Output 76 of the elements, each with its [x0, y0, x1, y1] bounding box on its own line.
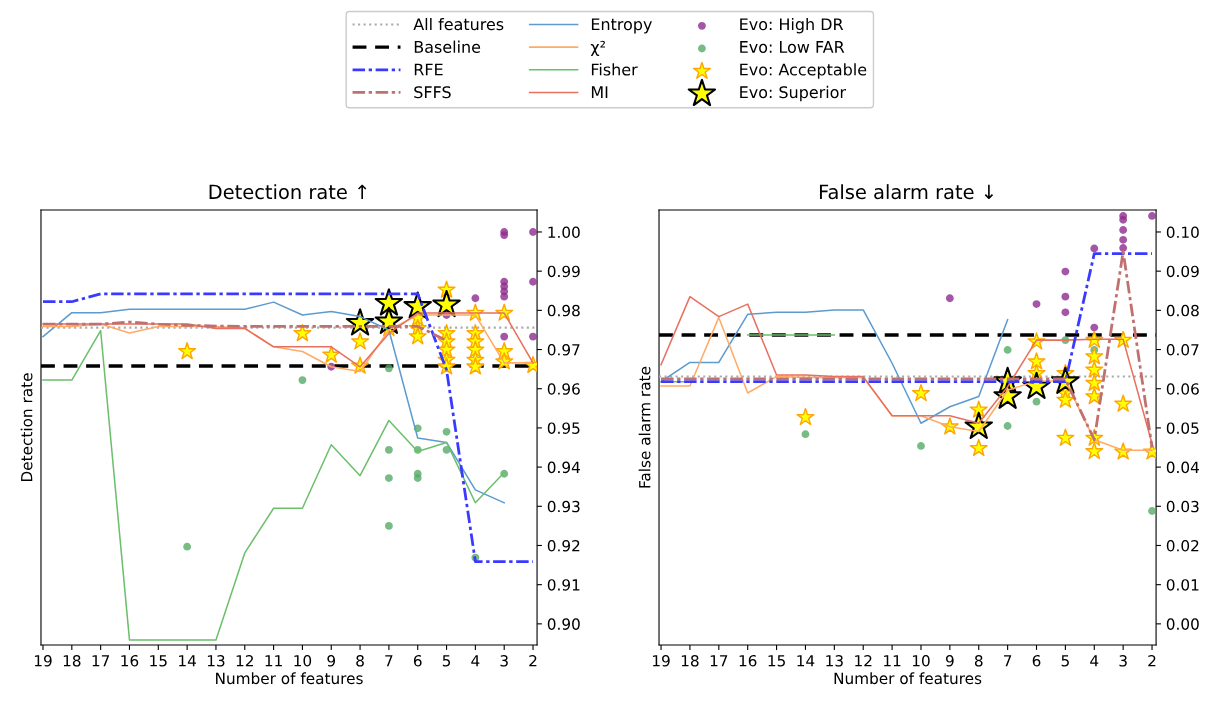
- y-tick-label: 0.00: [1166, 618, 1199, 630]
- x-tick-label: 7: [385, 655, 393, 667]
- x-tick-label: 13: [207, 655, 225, 667]
- y-tick-label: 0.99: [547, 265, 580, 278]
- x-tick-label: 5: [1061, 655, 1069, 667]
- legend-label: SFFS: [414, 86, 451, 99]
- x-tick-label: 7: [1004, 655, 1012, 667]
- legend-label: RFE: [414, 63, 443, 76]
- y-tick-label: 1.00: [548, 226, 580, 238]
- legend-label: Evo: Superior: [740, 85, 847, 102]
- x-tick-label: 4: [471, 655, 480, 667]
- x-axis-title: Number of features: [834, 672, 982, 685]
- x-tick-label: 17: [710, 655, 728, 667]
- legend-label: Fisher: [591, 63, 638, 76]
- x-tick-label: 6: [1032, 655, 1041, 667]
- x-tick-label: 17: [92, 655, 110, 667]
- legend-label: Evo: High DR: [740, 17, 844, 34]
- y-tick-label: 0.97: [547, 344, 580, 356]
- y-axis-title: Detection rate: [20, 373, 33, 482]
- x-tick-label: 8: [356, 655, 364, 667]
- x-tick-label: 9: [327, 655, 336, 667]
- legend-label: All features: [413, 17, 504, 31]
- y-tick-label: 0.01: [1166, 579, 1199, 591]
- x-tick-label: 16: [121, 655, 139, 667]
- y-axis-title: False alarm rate: [638, 366, 651, 488]
- x-tick-label: 15: [150, 655, 167, 667]
- legend-label: Entropy: [591, 18, 652, 34]
- legend-label: Evo: Acceptable: [740, 63, 867, 79]
- y-tick-label: 0.94: [547, 461, 580, 474]
- x-axis-title: Number of features: [216, 672, 363, 685]
- x-tick-label: 15: [768, 655, 785, 667]
- y-tick-label: 0.09: [1166, 265, 1199, 278]
- y-tick-label: 0.02: [1166, 539, 1199, 552]
- x-tick-label: 9: [945, 655, 954, 667]
- y-tick-label: 0.92: [547, 539, 580, 552]
- y-tick-label: 0.08: [1166, 304, 1199, 317]
- x-tick-label: 11: [884, 655, 901, 667]
- x-tick-label: 18: [681, 655, 699, 667]
- x-tick-label: 16: [739, 655, 757, 667]
- y-tick-label: 0.05: [1166, 422, 1199, 434]
- legend-label: χ²: [590, 40, 605, 57]
- y-tick-label: 0.96: [547, 383, 580, 395]
- x-tick-label: 4: [1090, 655, 1099, 667]
- y-tick-label: 0.07: [1166, 344, 1199, 356]
- legend-label: MI: [591, 86, 608, 99]
- y-tick-label: 0.98: [547, 304, 580, 317]
- x-tick-label: 11: [265, 655, 282, 667]
- chart-title: Detection rate ↑: [209, 184, 367, 200]
- x-tick-label: 19: [34, 655, 52, 667]
- x-tick-label: 2: [1148, 655, 1156, 667]
- y-tick-label: 0.93: [547, 500, 580, 513]
- x-tick-label: 14: [179, 655, 196, 667]
- y-tick-label: 0.95: [547, 422, 580, 434]
- x-tick-label: 6: [413, 655, 422, 667]
- x-tick-label: 13: [826, 655, 843, 667]
- x-tick-label: 2: [529, 655, 537, 667]
- y-tick-label: 0.03: [1166, 500, 1199, 513]
- x-tick-label: 14: [797, 655, 815, 667]
- x-tick-label: 3: [500, 655, 508, 667]
- x-tick-label: 18: [63, 655, 81, 667]
- y-tick-label: 0.04: [1166, 461, 1199, 474]
- x-tick-label: 3: [1119, 655, 1127, 667]
- x-tick-label: 10: [294, 655, 312, 667]
- y-tick-label: 0.10: [1166, 226, 1199, 238]
- chart-title: False alarm rate ↓: [819, 184, 994, 200]
- x-tick-label: 5: [442, 655, 451, 667]
- legend-label: Baseline: [414, 40, 481, 53]
- y-tick-label: 0.91: [547, 579, 580, 591]
- x-tick-label: 10: [912, 655, 930, 667]
- x-tick-label: 19: [653, 655, 670, 667]
- y-tick-label: 0.90: [547, 618, 580, 630]
- x-tick-label: 8: [974, 655, 983, 667]
- y-tick-label: 0.06: [1166, 383, 1199, 395]
- legend-label: Evo: Low FAR: [740, 41, 845, 53]
- x-tick-label: 12: [236, 655, 253, 667]
- x-tick-label: 12: [855, 655, 872, 667]
